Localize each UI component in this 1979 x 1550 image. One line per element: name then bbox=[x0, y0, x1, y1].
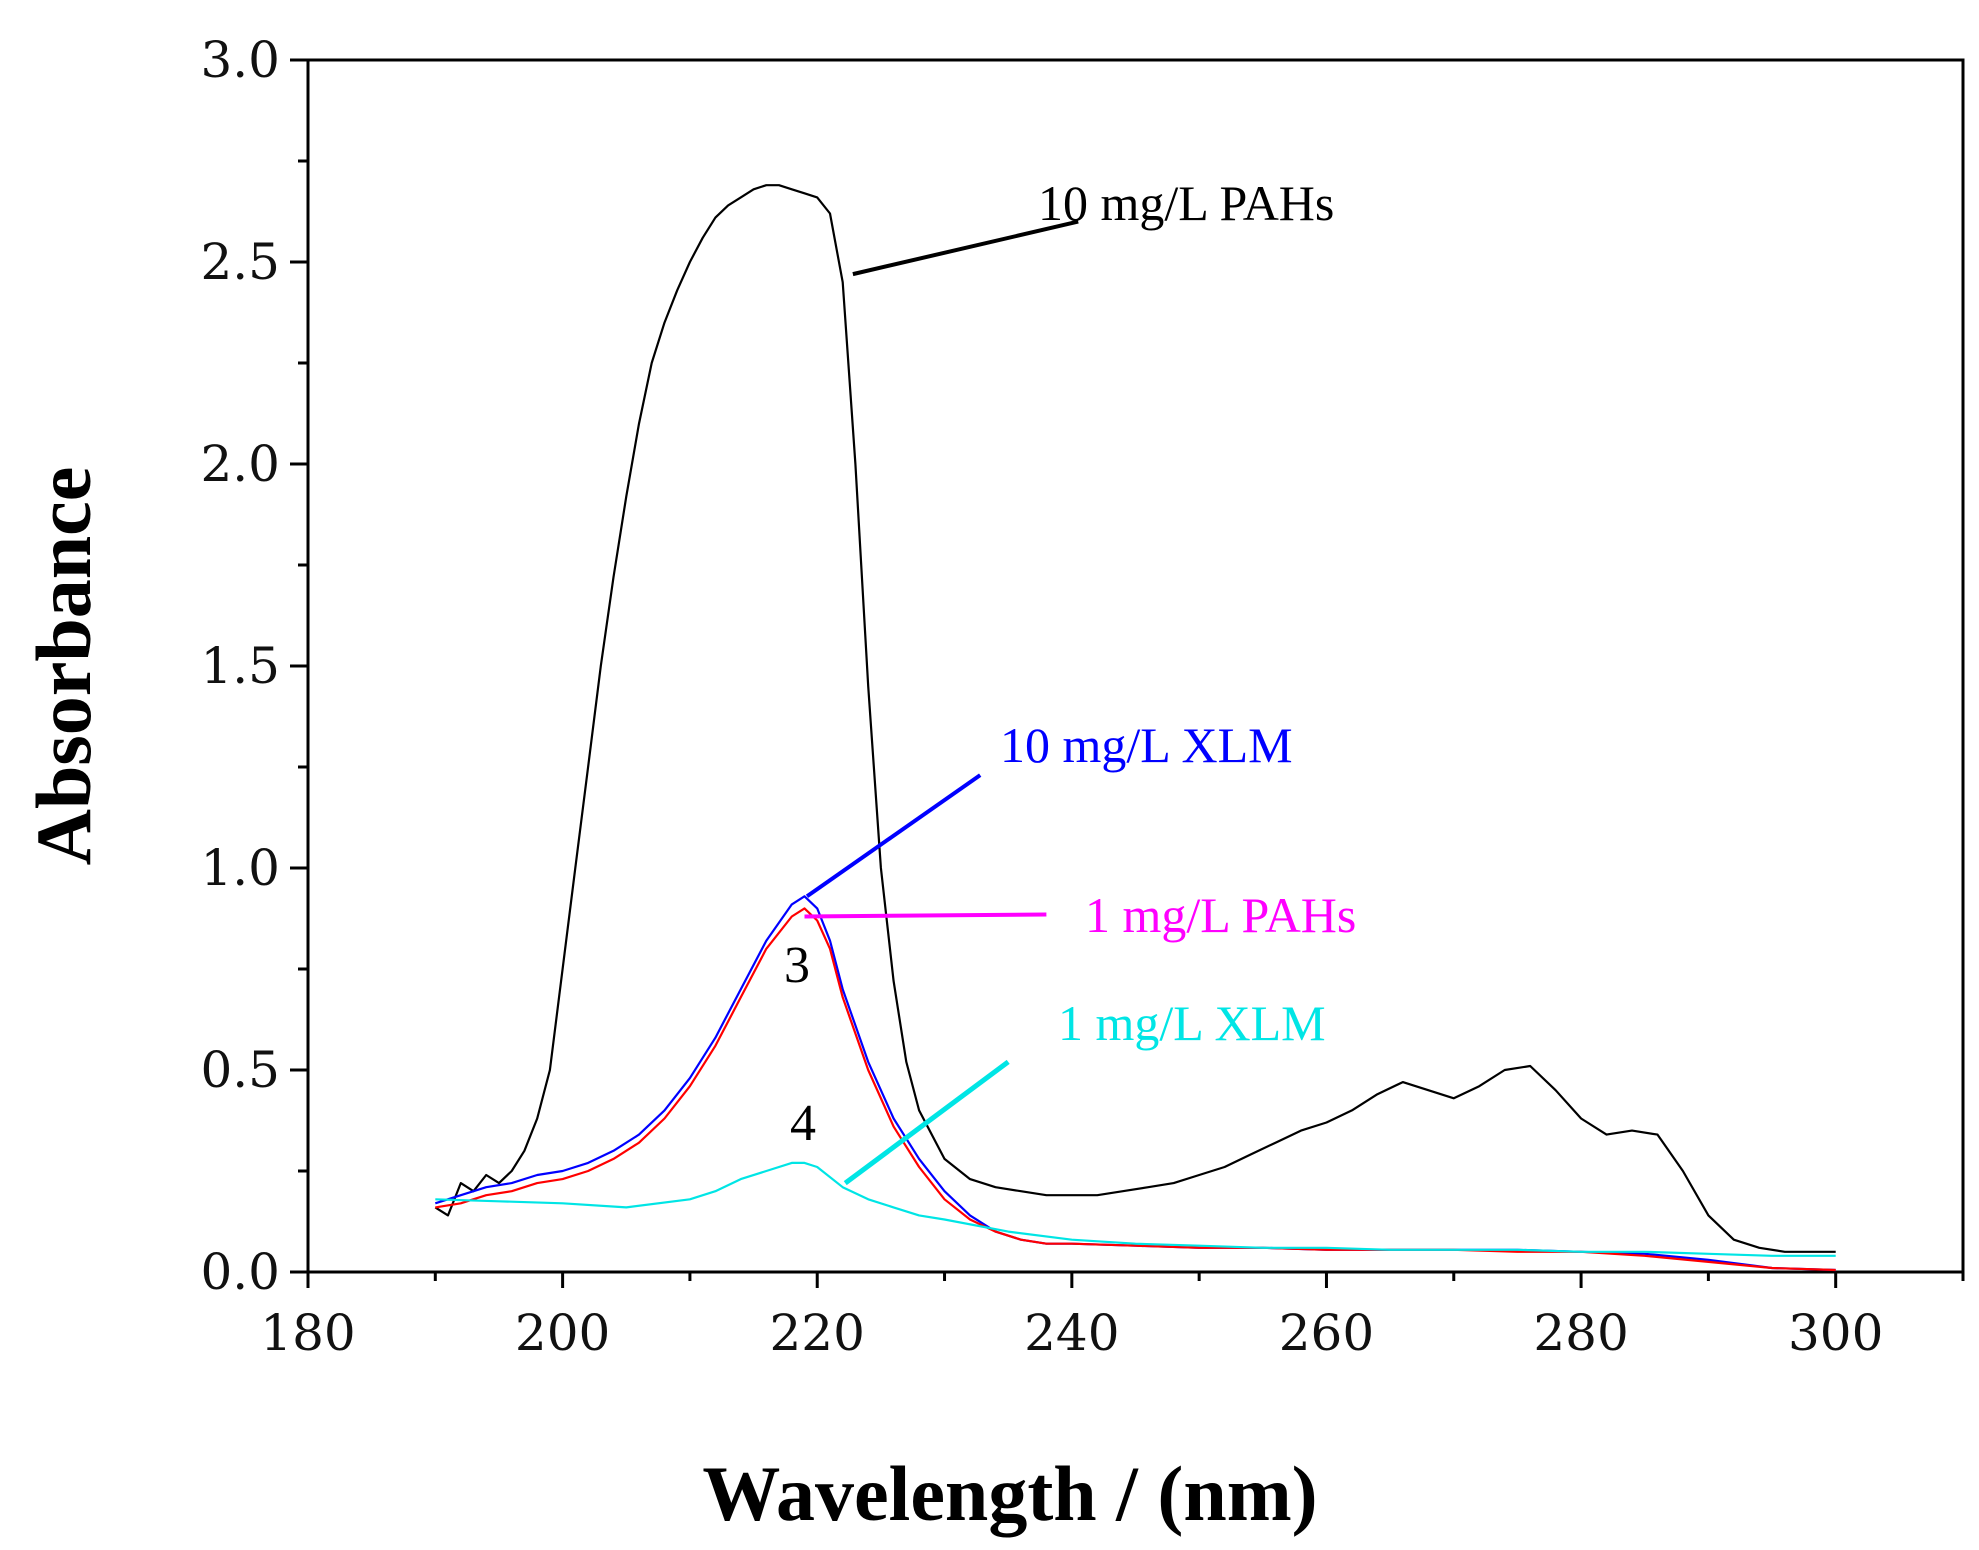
series-line-1-mg-l-pahs bbox=[435, 907, 1836, 1272]
label-leader-lines bbox=[804, 219, 1079, 1186]
x-tick-label: 240 bbox=[1024, 1304, 1119, 1362]
annotation-1mg-pahs: 1 mg/L PAHs bbox=[1085, 887, 1356, 943]
x-axis-title: Wavelength / (nm) bbox=[702, 1450, 1317, 1537]
x-tick-label: 220 bbox=[770, 1304, 865, 1362]
series-lines bbox=[434, 184, 1836, 1272]
plot-frame bbox=[306, 58, 1965, 1274]
leader-1mg-pahs bbox=[804, 912, 1047, 919]
y-axis-title: Absorbance bbox=[20, 467, 107, 866]
y-tick-label: 0.5 bbox=[200, 1041, 280, 1099]
x-tick-label: 300 bbox=[1788, 1304, 1883, 1362]
annotation-1mg-xlm: 1 mg/L XLM bbox=[1058, 995, 1326, 1051]
x-tick-label: 260 bbox=[1279, 1304, 1374, 1362]
leader-1mg-xlm bbox=[843, 1059, 1010, 1186]
annotation-10mg-xlm: 10 mg/L XLM bbox=[1000, 717, 1293, 773]
y-tick-label: 1.0 bbox=[200, 839, 280, 897]
leader-10mg-pahs bbox=[852, 219, 1079, 277]
x-axis-ticks: 180 200 220 240 260 280 300 bbox=[260, 1272, 1965, 1362]
annotation-10mg-pahs: 10 mg/L PAHs bbox=[1038, 175, 1334, 231]
y-tick-label: 2.5 bbox=[200, 233, 280, 291]
annotation-curve-3: 3 bbox=[784, 937, 810, 994]
y-tick-label: 3.0 bbox=[200, 31, 280, 89]
y-axis-ticks: 0.0 0.5 1.0 1.5 2.0 2.5 3.0 bbox=[200, 31, 308, 1301]
x-tick-label: 280 bbox=[1533, 1304, 1628, 1362]
x-tick-label: 180 bbox=[260, 1304, 355, 1362]
series-line-10-mg-l-pahs bbox=[434, 184, 1836, 1253]
y-tick-label: 1.5 bbox=[200, 637, 280, 695]
y-tick-label: 2.0 bbox=[200, 435, 280, 493]
series-line-10-mg-l-xlm bbox=[434, 895, 1836, 1272]
series-line-1-mg-l-xlm bbox=[435, 1161, 1836, 1257]
y-tick-label: 0.0 bbox=[200, 1243, 280, 1301]
annotation-curve-4: 4 bbox=[790, 1095, 816, 1152]
leader-10mg-xlm bbox=[805, 773, 982, 898]
x-tick-label: 200 bbox=[515, 1304, 610, 1362]
